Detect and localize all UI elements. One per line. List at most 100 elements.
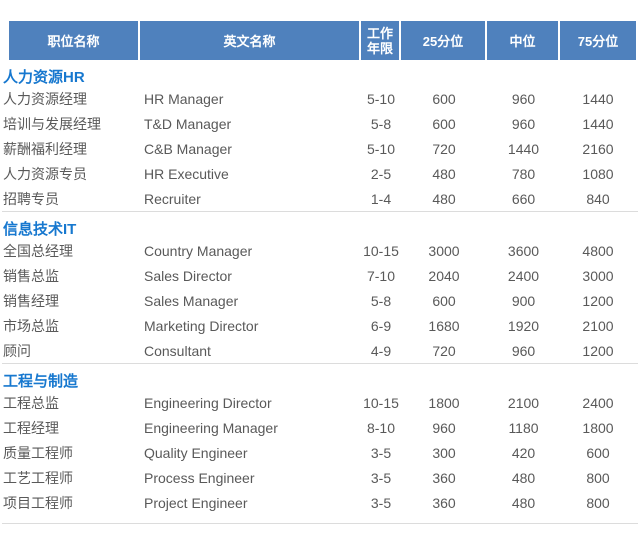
p75-cell: 2100 bbox=[582, 317, 614, 334]
position-name-cell: 薪酬福利经理 bbox=[3, 140, 87, 157]
p25-cell: 720 bbox=[432, 342, 456, 359]
section-divider bbox=[2, 363, 638, 364]
table-row: 质量工程师 Quality Engineer 3-5 300 420 600 bbox=[3, 440, 640, 465]
p75-cell: 600 bbox=[586, 444, 610, 461]
english-name-cell: C&B Manager bbox=[144, 140, 232, 157]
header-25th-percentile: 25分位 bbox=[401, 21, 487, 60]
p75-cell: 2160 bbox=[582, 140, 614, 157]
english-name-cell: HR Manager bbox=[144, 90, 224, 107]
work-years-cell: 5-8 bbox=[370, 292, 392, 309]
table-row: 工程经理 Engineering Manager 8-10 960 1180 1800 bbox=[3, 415, 640, 440]
work-years-cell: 10-15 bbox=[363, 394, 399, 411]
position-name-cell: 人力资源专员 bbox=[3, 165, 87, 182]
p25-cell: 600 bbox=[432, 90, 456, 107]
p75-cell: 800 bbox=[586, 469, 610, 486]
median-cell: 2400 bbox=[507, 267, 540, 284]
median-cell: 420 bbox=[511, 444, 536, 461]
p25-cell: 600 bbox=[432, 115, 456, 132]
english-name-cell: T&D Manager bbox=[144, 115, 232, 132]
p25-cell: 2040 bbox=[428, 267, 460, 284]
median-cell: 480 bbox=[511, 469, 536, 486]
table-row: 薪酬福利经理 C&B Manager 5-10 720 1440 2160 bbox=[3, 136, 640, 161]
work-years-cell: 2-5 bbox=[370, 165, 392, 182]
table-row: 销售总监 Sales Director 7-10 2040 2400 3000 bbox=[3, 263, 640, 288]
english-name-cell: Quality Engineer bbox=[144, 444, 248, 461]
work-years-cell: 3-5 bbox=[370, 444, 392, 461]
english-name-cell: Sales Manager bbox=[144, 292, 239, 309]
english-name-cell: Engineering Director bbox=[144, 394, 272, 411]
table-row: 顾问 Consultant 4-9 720 960 1200 bbox=[3, 338, 640, 363]
p25-cell: 600 bbox=[432, 292, 456, 309]
position-name-cell: 全国总经理 bbox=[3, 242, 73, 259]
p25-cell: 720 bbox=[432, 140, 456, 157]
english-name-cell: HR Executive bbox=[144, 165, 229, 182]
english-name-cell: Process Engineer bbox=[144, 469, 255, 486]
section-divider bbox=[2, 211, 638, 212]
position-name-cell: 工程总监 bbox=[3, 394, 59, 411]
work-years-cell: 3-5 bbox=[370, 469, 392, 486]
position-name-cell: 质量工程师 bbox=[3, 444, 73, 461]
work-years-cell: 8-10 bbox=[366, 419, 396, 436]
p25-cell: 360 bbox=[432, 494, 456, 511]
work-years-cell: 5-10 bbox=[366, 140, 396, 157]
p75-cell: 1200 bbox=[582, 292, 614, 309]
table-header-row: 职位名称 英文名称 工作 年限 25分位 中位 75分位 bbox=[9, 21, 640, 60]
table-row: 市场总监 Marketing Director 6-9 1680 1920 2100 bbox=[3, 313, 640, 338]
work-years-cell: 7-10 bbox=[366, 267, 396, 284]
english-name-cell: Country Manager bbox=[144, 242, 253, 259]
table-row: 人力资源经理 HR Manager 5-10 600 960 1440 bbox=[3, 86, 640, 111]
work-years-cell: 10-15 bbox=[363, 242, 399, 259]
table-row: 工艺工程师 Process Engineer 3-5 360 480 800 bbox=[3, 465, 640, 490]
position-name-cell: 工程经理 bbox=[3, 419, 59, 436]
table-row: 全国总经理 Country Manager 10-15 3000 3600 4800 bbox=[3, 238, 640, 263]
english-name-cell: Recruiter bbox=[144, 190, 201, 207]
p75-cell: 3000 bbox=[582, 267, 614, 284]
header-75th-percentile: 75分位 bbox=[560, 21, 636, 60]
p25-cell: 1800 bbox=[428, 394, 460, 411]
position-name-cell: 销售经理 bbox=[3, 292, 59, 309]
english-name-cell: Sales Director bbox=[144, 267, 232, 284]
p75-cell: 2400 bbox=[582, 394, 614, 411]
p75-cell: 800 bbox=[586, 494, 610, 511]
p25-cell: 3000 bbox=[428, 242, 460, 259]
median-cell: 960 bbox=[511, 115, 536, 132]
position-name-cell: 项目工程师 bbox=[3, 494, 73, 511]
position-name-cell: 市场总监 bbox=[3, 317, 59, 334]
position-name-cell: 培训与发展经理 bbox=[3, 115, 101, 132]
table-row: 培训与发展经理 T&D Manager 5-8 600 960 1440 bbox=[3, 111, 640, 136]
work-years-cell: 1-4 bbox=[370, 190, 392, 207]
header-position-name: 职位名称 bbox=[9, 21, 140, 60]
position-name-cell: 销售总监 bbox=[3, 267, 59, 284]
table-body: 人力资源HR 人力资源经理 HR Manager 5-10 600 960 1440 培训与发… bbox=[0, 60, 640, 515]
median-cell: 900 bbox=[511, 292, 536, 309]
median-cell: 1440 bbox=[507, 140, 540, 157]
section-title: 信息技术IT bbox=[3, 220, 77, 238]
header-median: 中位 bbox=[487, 21, 560, 60]
table-row: 销售经理 Sales Manager 5-8 600 900 1200 bbox=[3, 288, 640, 313]
median-cell: 1920 bbox=[507, 317, 540, 334]
median-cell: 3600 bbox=[507, 242, 540, 259]
work-years-cell: 4-9 bbox=[370, 342, 392, 359]
bottom-divider bbox=[2, 523, 638, 524]
english-name-cell: Project Engineer bbox=[144, 494, 248, 511]
position-name-cell: 招聘专员 bbox=[3, 190, 59, 207]
p75-cell: 4800 bbox=[582, 242, 614, 259]
p75-cell: 1800 bbox=[582, 419, 614, 436]
p25-cell: 360 bbox=[432, 469, 456, 486]
p25-cell: 480 bbox=[432, 165, 456, 182]
median-cell: 1180 bbox=[508, 419, 539, 436]
median-cell: 960 bbox=[511, 342, 536, 359]
median-cell: 660 bbox=[511, 190, 536, 207]
table-row: 工程总监 Engineering Director 10-15 1800 2100 240… bbox=[3, 390, 640, 415]
p75-cell: 840 bbox=[586, 190, 610, 207]
header-english-name: 英文名称 bbox=[140, 21, 361, 60]
work-years-cell: 5-8 bbox=[370, 115, 392, 132]
median-cell: 2100 bbox=[507, 394, 540, 411]
p75-cell: 1440 bbox=[582, 90, 614, 107]
table-row: 项目工程师 Project Engineer 3-5 360 480 800 bbox=[3, 490, 640, 515]
work-years-cell: 3-5 bbox=[370, 494, 392, 511]
p25-cell: 1680 bbox=[428, 317, 460, 334]
work-years-cell: 5-10 bbox=[366, 90, 396, 107]
table-row: 人力资源专员 HR Executive 2-5 480 780 1080 bbox=[3, 161, 640, 186]
